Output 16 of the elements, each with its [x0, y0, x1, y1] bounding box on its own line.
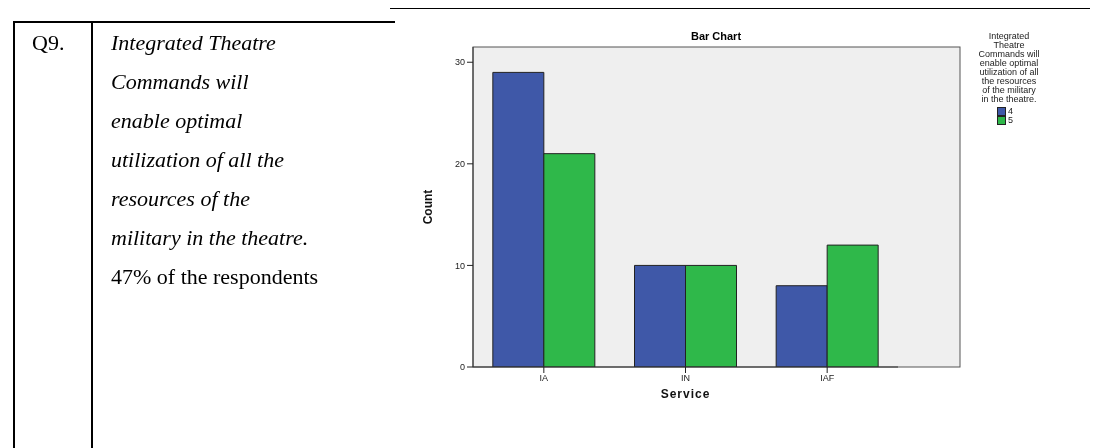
text: Q9. [31, 29, 66, 57]
text: 47% of the respondents [111, 263, 319, 291]
y-tick-label: 30 [454, 57, 465, 68]
legend-label: 5 [1007, 115, 1013, 125]
chart-title: Bar Chart [690, 30, 742, 42]
x-tick-label: IN [681, 373, 690, 384]
legend-title: Integrated Theatre Commands will enable optimal utilization of all the resources of the military in the theatre. [978, 31, 1040, 104]
y-axis-title: Count [421, 189, 436, 225]
y-tick-label: 0 [459, 362, 465, 373]
legend-label: 4 [1007, 106, 1013, 116]
text: Integrated Theatre Commands will enable optimal utilization of all the resources of the military in the theatre. [111, 29, 310, 252]
x-tick-label: IAF [820, 373, 835, 384]
x-axis-title: Service [660, 387, 711, 401]
y-tick-label: 20 [454, 159, 465, 170]
x-tick-label: IA [539, 373, 549, 384]
y-tick-label: 10 [454, 260, 465, 271]
